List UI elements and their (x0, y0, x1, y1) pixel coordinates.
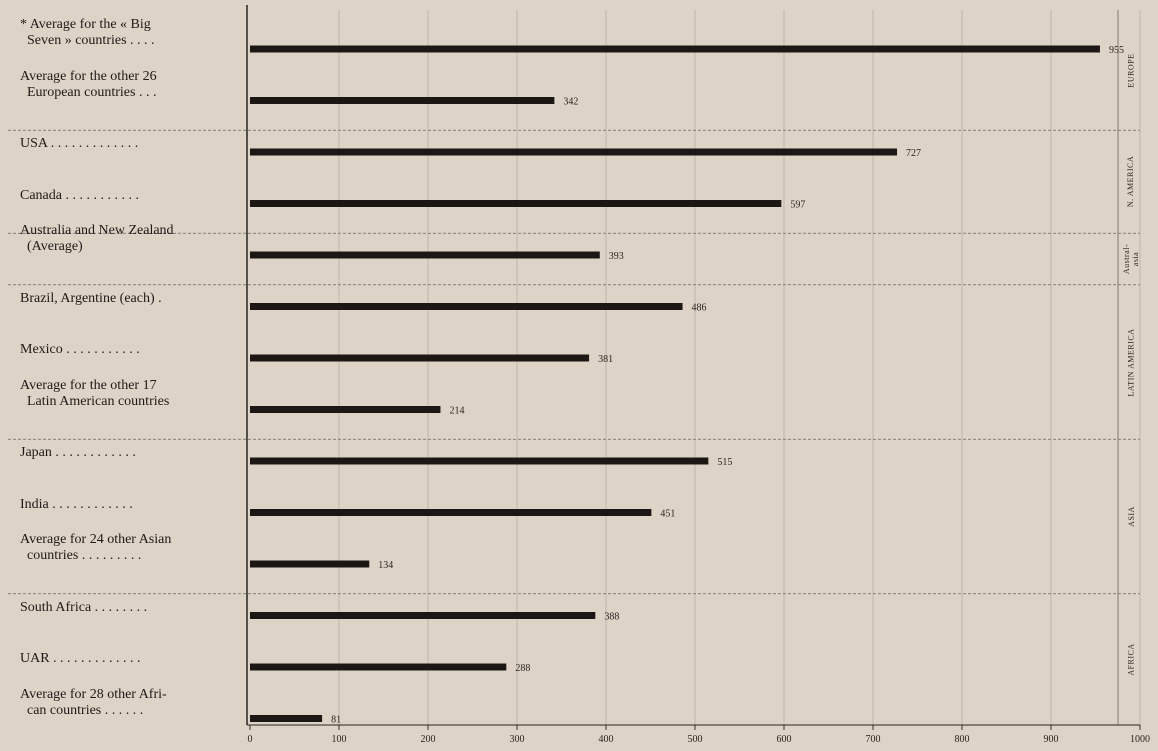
bar-value-label: 214 (449, 406, 464, 417)
x-tick-label: 1000 (1130, 734, 1150, 745)
x-tick-label: 900 (1044, 734, 1059, 745)
x-tick-label: 700 (866, 734, 881, 745)
region-label-text: ASIA (1126, 506, 1136, 527)
bar-value-label: 288 (515, 663, 530, 674)
x-tick-label: 600 (777, 734, 792, 745)
bar-value-label: 134 (378, 560, 393, 571)
bar-value-label: 381 (598, 354, 613, 365)
x-tick-label: 500 (688, 734, 703, 745)
bar-value-label: 393 (609, 251, 624, 262)
category-label: Australia and New Zealand (Average) (20, 223, 174, 254)
region-label-text: N. AMERICA (1126, 156, 1136, 208)
x-tick-label: 400 (599, 734, 614, 745)
category-label: Average for 24 other Asian countries . .… (20, 532, 172, 563)
region-label: EUROPE (1119, 10, 1143, 130)
region-label: LATIN AMERICA (1119, 285, 1143, 440)
region-label: Austral- asia (1119, 233, 1143, 285)
region-label: ASIA (1119, 439, 1143, 594)
category-label: Mexico . . . . . . . . . . . (20, 342, 140, 357)
bar (250, 406, 441, 413)
bar (250, 715, 323, 722)
category-label: Japan . . . . . . . . . . . . (20, 445, 136, 460)
bar-value-label: 451 (660, 509, 675, 520)
category-label: Canada . . . . . . . . . . . (20, 187, 139, 203)
x-tick-label: 0 (248, 734, 253, 745)
bar (250, 303, 683, 310)
region-label-text: AFRICA (1126, 643, 1136, 676)
bar-value-label: 486 (692, 303, 707, 314)
bar (250, 200, 782, 207)
region-label-text: EUROPE (1126, 53, 1136, 88)
x-tick-label: 100 (332, 734, 347, 745)
bar-value-label: 342 (563, 97, 578, 108)
bar (250, 354, 590, 362)
bar-value-label: 515 (717, 457, 732, 468)
bar (250, 148, 898, 156)
bar (250, 457, 709, 465)
x-tick-label: 200 (421, 734, 436, 745)
bar (250, 251, 600, 259)
region-label: AFRICA (1119, 594, 1143, 725)
category-label: South Africa . . . . . . . . (20, 599, 148, 615)
bar (250, 509, 652, 516)
bar-value-label: 597 (790, 200, 805, 211)
bar-value-label: 955 (1109, 45, 1124, 56)
region-label-text: Austral- asia (1122, 243, 1140, 275)
category-label: Average for the other 26 European countr… (20, 68, 157, 100)
category-label: India . . . . . . . . . . . . (20, 496, 133, 512)
category-label: USA . . . . . . . . . . . . . (20, 136, 139, 151)
bar (250, 612, 596, 619)
bar (250, 45, 1100, 53)
bar-value-label: 388 (604, 612, 619, 623)
bar-value-label: 727 (906, 148, 921, 159)
category-label: Average for 28 other Afri- can countries… (20, 686, 167, 718)
bar (250, 97, 555, 104)
category-label: * Average for the « Big Seven » countrie… (20, 17, 155, 48)
bar (250, 663, 507, 671)
bar (250, 560, 370, 568)
category-label: Average for the other 17 Latin American … (20, 377, 170, 409)
category-label: UAR . . . . . . . . . . . . . (20, 651, 141, 666)
category-label: Brazil, Argentine (each) . (20, 290, 162, 306)
region-label: N. AMERICA (1119, 130, 1143, 233)
bar-value-label: 81 (331, 715, 341, 726)
x-tick-label: 800 (955, 734, 970, 745)
region-label-text: LATIN AMERICA (1126, 327, 1136, 397)
x-tick-label: 300 (510, 734, 525, 745)
